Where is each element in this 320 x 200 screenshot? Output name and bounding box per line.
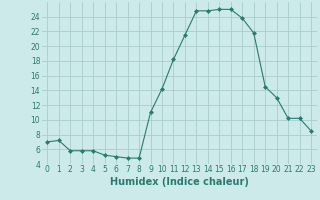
X-axis label: Humidex (Indice chaleur): Humidex (Indice chaleur) [110, 177, 249, 187]
